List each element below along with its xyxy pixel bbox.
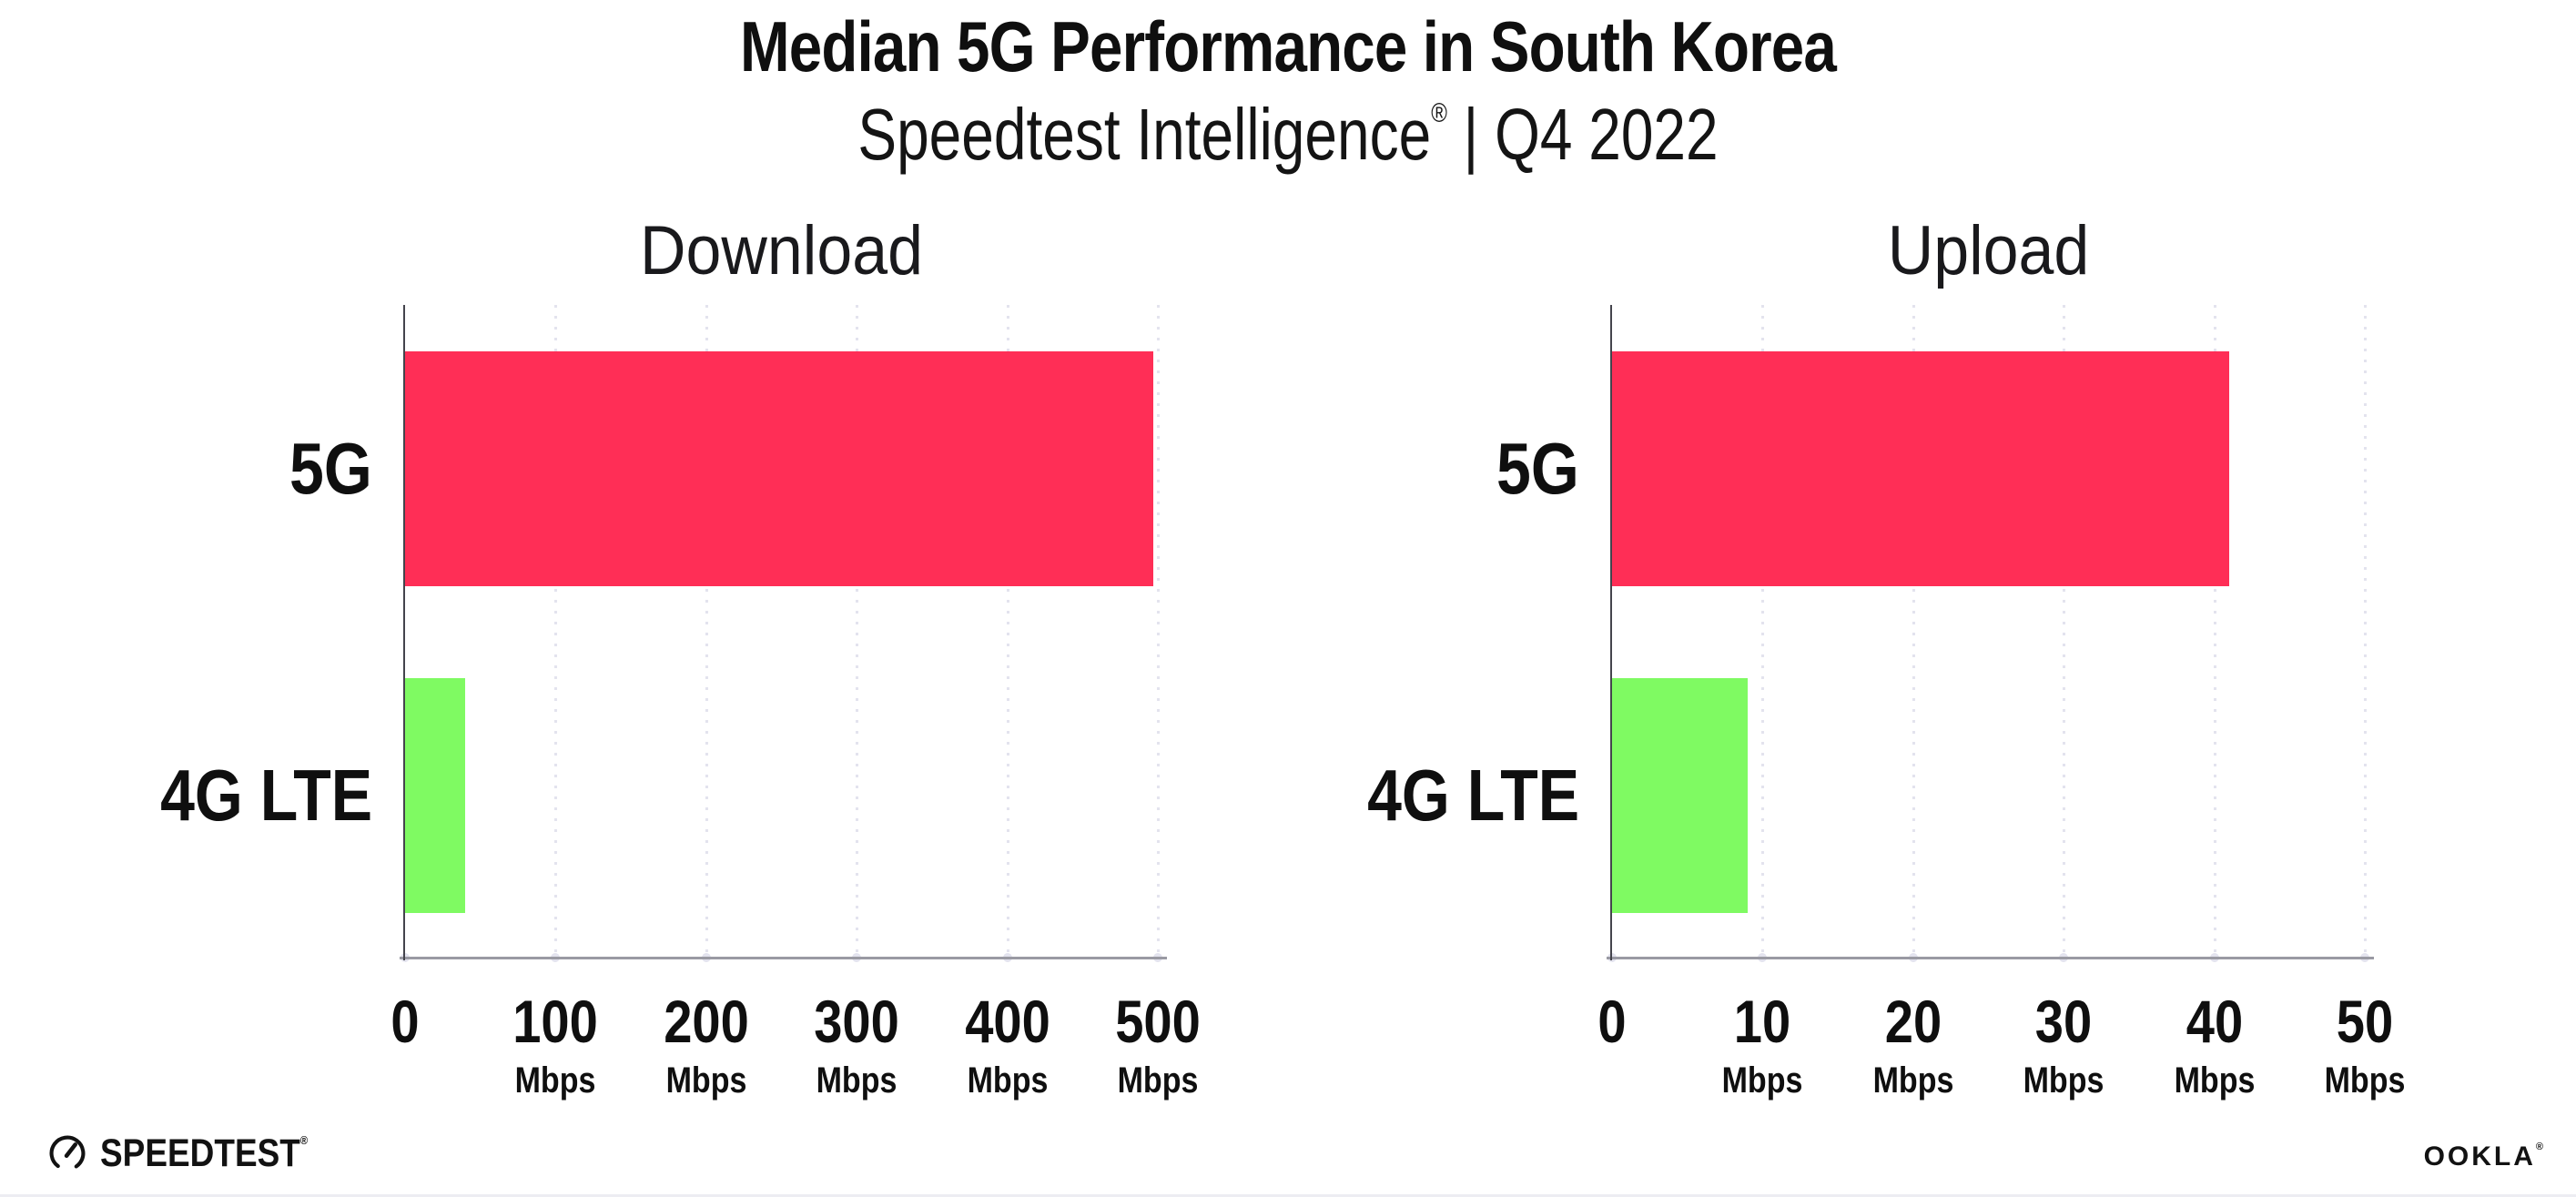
x-tick-value: 10 (1734, 988, 1791, 1055)
ookla-wordmark: OOKLA (2423, 1141, 2536, 1172)
page-title: Median 5G Performance in South Korea (739, 6, 1837, 86)
gridline-30 (2063, 305, 2066, 959)
x-tick-unit: Mbps (515, 1060, 596, 1101)
x-tick-value: 50 (2336, 988, 2394, 1055)
speedtest-label: SPEEDTEST (100, 1131, 300, 1175)
upload-chart: Upload 0 10 Mbps 20 Mbps 30 Mbps 40 Mbps 50 Mbps 5G 4… (1367, 212, 2405, 1099)
x-tick-value: 500 (1115, 988, 1201, 1055)
speedtest-wordmark: SPEEDTEST® (100, 1131, 308, 1176)
gridline-300 (856, 305, 859, 959)
x-tick-unit: Mbps (967, 1060, 1048, 1101)
y-axis-line (1610, 305, 1612, 960)
x-tick-10: 10 Mbps (1715, 991, 1810, 1099)
category-label-4g-lte: 4G LTE (160, 754, 372, 836)
x-tick-500: 500 Mbps (1108, 991, 1208, 1099)
gridline-10 (1761, 305, 1765, 959)
gridline-50 (2364, 305, 2367, 959)
x-tick-value: 400 (964, 988, 1050, 1055)
x-tick-value: 200 (663, 988, 749, 1055)
x-tick-unit: Mbps (2023, 1060, 2104, 1101)
bar-5g-upload (1612, 350, 2230, 586)
x-tick-100: 100 Mbps (505, 991, 605, 1099)
subtitle-period: | Q4 2022 (1446, 94, 1719, 175)
x-tick-value: 30 (2034, 988, 2093, 1055)
speedtest-gauge-icon (49, 1135, 86, 1172)
gridline-200 (705, 305, 708, 959)
x-tick-300: 300 Mbps (806, 991, 907, 1099)
gridline-400 (1006, 305, 1009, 959)
bar-4g-lte-upload (1612, 677, 1748, 913)
x-tick-0: 0 (389, 991, 422, 1051)
ookla-logo: OOKLA® (2424, 1141, 2543, 1172)
x-tick-unit: Mbps (665, 1060, 747, 1101)
page-subtitle: Speedtest Intelligence® | Q4 2022 (258, 93, 2318, 177)
gridline-20 (1912, 305, 1915, 959)
chart-title-download: Download (640, 212, 923, 289)
x-tick-value: 0 (390, 988, 420, 1055)
x-tick-40: 40 Mbps (2166, 991, 2261, 1099)
y-axis-line (403, 305, 405, 960)
bar-5g-download (405, 350, 1154, 586)
x-tick-unit: Mbps (2174, 1060, 2255, 1101)
download-chart: Download 0 100 Mbps 200 Mbps 300 Mbps 400 Mbps 500… (160, 212, 1201, 1099)
x-tick-unit: Mbps (1872, 1060, 1954, 1101)
x-tick-0: 0 (1596, 991, 1629, 1051)
chart-title-upload: Upload (1887, 212, 2090, 289)
category-label-5g: 5G (1496, 427, 1579, 509)
x-tick-value: 0 (1597, 988, 1627, 1055)
x-tick-value: 20 (1884, 988, 1942, 1055)
x-tick-unit: Mbps (1722, 1060, 1803, 1101)
ookla-registered-mark: ® (2535, 1141, 2543, 1152)
x-tick-value: 100 (512, 988, 599, 1055)
x-tick-20: 20 Mbps (1866, 991, 1961, 1099)
x-tick-unit: Mbps (1117, 1060, 1199, 1101)
speedtest-logo: SPEEDTEST® (47, 1131, 341, 1176)
category-label-4g-lte: 4G LTE (1367, 754, 1579, 836)
x-tick-200: 200 Mbps (656, 991, 756, 1099)
category-label-5g: 5G (289, 427, 372, 509)
x-tick-50: 50 Mbps (2317, 991, 2412, 1099)
x-tick-400: 400 Mbps (958, 991, 1058, 1099)
x-tick-value: 300 (814, 988, 899, 1055)
x-tick-30: 30 Mbps (2016, 991, 2111, 1099)
x-tick-value: 40 (2186, 988, 2243, 1055)
registered-mark: ® (1431, 98, 1447, 128)
x-axis-line (400, 957, 1167, 959)
subtitle-product: Speedtest Intelligence (857, 94, 1432, 175)
x-axis-line (1607, 957, 2374, 959)
gridline-100 (554, 305, 558, 959)
gridline-40 (2213, 305, 2216, 959)
bar-4g-lte-download (405, 677, 466, 913)
gridline-500 (1157, 305, 1160, 959)
x-tick-unit: Mbps (816, 1060, 898, 1101)
bottom-divider (0, 1194, 2576, 1197)
speedtest-registered-mark: ® (299, 1132, 309, 1147)
x-tick-unit: Mbps (2324, 1060, 2406, 1101)
